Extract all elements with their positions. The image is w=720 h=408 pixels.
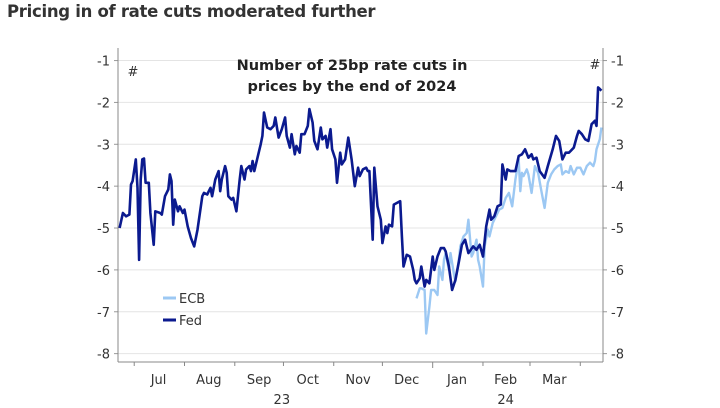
y-tick-label-right: -7 (611, 306, 624, 321)
x-tick-label: Mar (542, 373, 567, 388)
chart-title: prices by the end of 2024 (248, 79, 457, 95)
x-tick-label: Jan (446, 373, 467, 388)
y-tick-label-right: -6 (611, 264, 624, 279)
x-tick-label: Feb (494, 373, 517, 388)
unit-label-left: # (128, 65, 139, 80)
y-tick-label-right: -8 (611, 348, 624, 363)
y-tick-label-left: -3 (97, 138, 110, 153)
x-tick-label: Nov (345, 373, 371, 388)
legend-label-fed: Fed (179, 314, 202, 329)
unit-label-right: # (590, 58, 601, 73)
series-line-fed (118, 86, 603, 292)
y-tick-label-left: -8 (97, 348, 110, 363)
x-tick-label: Sep (247, 373, 272, 388)
x-tick-label: Oct (297, 373, 319, 388)
y-tick-label-left: -7 (97, 306, 110, 321)
y-tick-label-left: -2 (97, 96, 110, 111)
y-tick-label-right: -5 (611, 222, 624, 237)
y-tick-label-right: -2 (611, 96, 624, 111)
x-tick-label: Jul (150, 373, 167, 388)
chart-headline: Pricing in of rate cuts moderated furthe… (7, 2, 376, 21)
x-tick-label: Aug (196, 373, 221, 388)
y-tick-label-left: -4 (97, 180, 110, 195)
year-label: 23 (274, 393, 291, 408)
x-tick-label: Dec (394, 373, 419, 388)
y-tick-label-left: -5 (97, 222, 110, 237)
year-label: 24 (497, 393, 514, 408)
legend-label-ecb: ECB (179, 292, 205, 307)
chart-title: Number of 25bp rate cuts in (237, 58, 468, 74)
y-tick-label-left: -6 (97, 264, 110, 279)
y-tick-label-right: -1 (611, 55, 624, 70)
series-line-ecb (415, 127, 603, 335)
y-tick-label-right: -3 (611, 138, 624, 153)
y-tick-label-right: -4 (611, 180, 624, 195)
y-tick-label-left: -1 (97, 55, 110, 70)
